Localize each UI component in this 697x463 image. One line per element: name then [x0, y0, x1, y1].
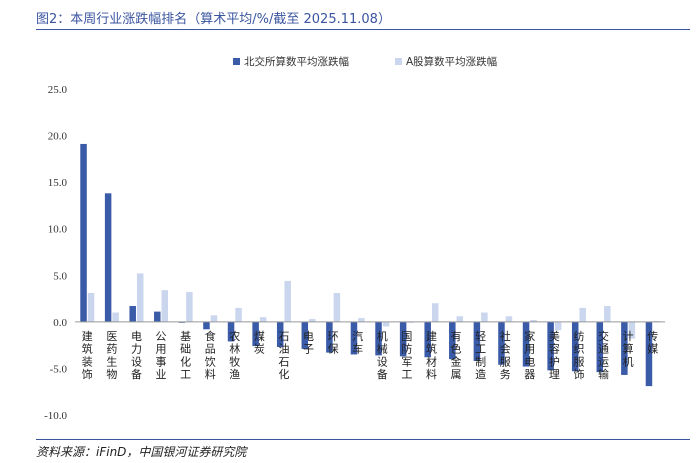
- bse-bar: [424, 321, 431, 358]
- y-tick-label: 20.0: [48, 131, 68, 143]
- bse-bar: [203, 321, 210, 330]
- ashare-bar: [358, 318, 365, 322]
- source-note: 资料来源：iFinD，中国银河证券研究院: [36, 445, 247, 459]
- category-label: 机械设备: [377, 329, 388, 381]
- bse-bar: [252, 321, 259, 347]
- ashare-bar: [505, 316, 513, 322]
- bse-bar: [104, 193, 112, 322]
- category-label: 纺织服饰: [573, 329, 584, 381]
- category-label: 农林牧渔: [229, 329, 240, 381]
- title-rule: [36, 29, 690, 30]
- ashare-bar: [579, 307, 586, 322]
- y-tick-label: -5.0: [50, 363, 68, 375]
- ashare-bar: [210, 315, 218, 322]
- ashare-bar: [530, 319, 537, 322]
- bse-bar: [571, 321, 579, 372]
- category-label: 交通运输: [598, 329, 609, 381]
- bse-bar: [449, 321, 456, 360]
- category-label: 石油石化: [278, 330, 289, 381]
- category-label: 煤炭: [254, 330, 265, 356]
- bse-bar: [227, 321, 235, 342]
- ashare-bar: [309, 319, 316, 322]
- category-labels: 建筑装饰 医药生物 电力设备 公用事业 基础化工 食品饮料 农林牧渔 煤炭 石油石化 电子环保汽车…: [82, 329, 658, 381]
- category-label: 美容护理: [549, 330, 560, 381]
- ashare-bar: [136, 273, 144, 322]
- ashare-bar: [284, 280, 291, 322]
- category-label: 医药生物: [106, 330, 117, 381]
- category-label: 基础化工: [180, 330, 191, 381]
- ashare-bar: [481, 312, 488, 322]
- y-tick-label: 15.0: [48, 177, 68, 189]
- bse-bar: [473, 321, 481, 361]
- ashare-bar: [456, 316, 464, 322]
- category-label: 社会服务: [500, 329, 511, 381]
- category-label: 建筑装饰: [82, 329, 93, 381]
- legend-label: 北交所算数平均涨跌幅: [244, 55, 349, 68]
- legend-swatch: [395, 58, 402, 65]
- category-label: 计算机: [623, 330, 634, 368]
- category-label: 环保: [328, 330, 339, 356]
- category-label: 传媒: [647, 330, 658, 356]
- y-tick-label: -10.0: [44, 410, 67, 422]
- bse-bar: [375, 321, 382, 356]
- category-label: 国防军工: [401, 330, 412, 381]
- legend-swatch: [233, 58, 240, 65]
- bse-bar: [645, 321, 653, 387]
- ashare-bar: [333, 292, 341, 322]
- legend: 北交所算数平均涨跌幅 A股算数平均涨跌幅: [233, 55, 497, 68]
- ashare-bar: [382, 321, 390, 327]
- category-label: 电力设备: [131, 330, 142, 381]
- ashare-bar: [259, 317, 267, 322]
- category-label: 电子: [303, 330, 314, 356]
- bse-bar: [326, 321, 333, 353]
- y-tick-label: 10.0: [48, 224, 68, 236]
- bse-bar: [129, 306, 136, 322]
- legend-label: A股算数平均涨跌幅: [406, 55, 497, 68]
- category-label: 汽车: [352, 329, 363, 356]
- bse-bar: [522, 321, 530, 367]
- bse-bar: [399, 321, 407, 357]
- category-label: 建筑材料: [426, 329, 437, 381]
- ashare-bar: [161, 290, 169, 322]
- category-label: 公用事业: [156, 330, 167, 381]
- bse-bar: [154, 311, 161, 322]
- category-label: 食品饮料: [205, 329, 216, 381]
- category-label: 有色金属: [451, 329, 462, 381]
- category-label: 轻工制造: [475, 329, 486, 381]
- bse-bar: [350, 321, 358, 355]
- ashare-bar: [235, 307, 242, 322]
- category-label: 家用电器: [524, 329, 535, 381]
- source-rule: [36, 439, 690, 440]
- y-tick-label: 25.0: [48, 84, 68, 96]
- y-axis: 25.0 20.0 15.0 10.0 5.0 0.0 -5.0 -10.0: [44, 84, 67, 422]
- ashare-bar: [112, 312, 119, 322]
- bse-bar: [301, 321, 309, 349]
- bse-bar: [498, 321, 505, 365]
- y-tick-label: 5.0: [53, 270, 67, 282]
- ashare-bar: [554, 321, 562, 331]
- ashare-bar: [604, 306, 611, 322]
- bse-bar: [621, 321, 628, 375]
- y-tick-label: 0.0: [53, 317, 67, 329]
- bse-bar: [276, 321, 284, 348]
- ashare-bar: [628, 321, 636, 339]
- bars: [80, 143, 660, 387]
- bse-bar: [80, 143, 87, 322]
- ashare-bar: [431, 303, 439, 322]
- figure-title: 图2：本周行业涨跌幅排名（算术平均/%/截至 2025.11.08）: [36, 12, 391, 27]
- bse-bar: [596, 321, 604, 373]
- ashare-bar: [87, 292, 95, 322]
- ashare-bar: [186, 292, 193, 322]
- bse-bar: [547, 321, 554, 371]
